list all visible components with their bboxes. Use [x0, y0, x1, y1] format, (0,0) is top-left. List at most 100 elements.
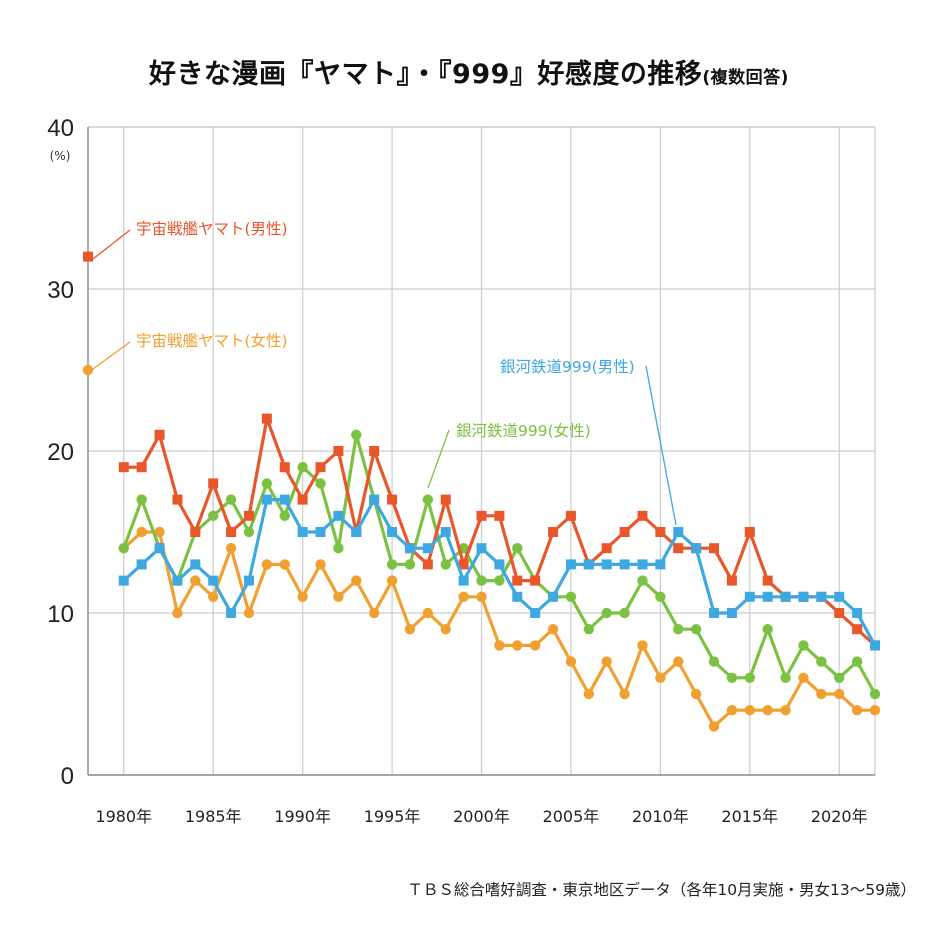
data-point	[297, 527, 308, 537]
data-point	[619, 688, 630, 700]
data-point	[816, 591, 827, 602]
data-point	[834, 608, 845, 618]
data-point	[619, 607, 630, 619]
data-point	[226, 608, 237, 618]
data-point	[655, 527, 666, 537]
data-point	[172, 607, 183, 619]
data-point	[386, 575, 398, 586]
data-point	[708, 721, 720, 732]
data-point	[494, 640, 505, 651]
data-point	[225, 543, 237, 554]
data-point	[297, 591, 308, 602]
data-point	[655, 591, 666, 602]
series-annotation-label: 宇宙戦艦ヤマト(女性)	[136, 331, 288, 350]
data-point	[351, 527, 362, 537]
data-point	[619, 559, 630, 570]
data-point	[816, 688, 827, 700]
data-point	[208, 575, 219, 586]
data-point	[440, 494, 451, 505]
data-point	[565, 510, 576, 521]
x-tick-label: 2020年	[811, 807, 868, 826]
data-point	[869, 705, 881, 716]
annotation-leader	[645, 365, 677, 526]
data-point	[851, 656, 863, 667]
data-point	[404, 624, 416, 635]
data-point	[565, 656, 577, 667]
data-point	[798, 591, 809, 602]
x-tick-label: 2000年	[453, 807, 510, 826]
data-point	[816, 656, 827, 667]
data-point	[726, 608, 737, 618]
data-point	[655, 672, 666, 683]
data-point	[691, 543, 702, 554]
data-point	[226, 527, 237, 537]
data-point	[154, 526, 165, 538]
annotation-leaders	[92, 229, 677, 526]
data-point	[852, 608, 863, 618]
data-point	[869, 688, 881, 700]
data-point	[583, 688, 595, 700]
data-point	[494, 559, 505, 570]
data-point	[709, 608, 720, 618]
data-point	[190, 559, 201, 570]
y-tick-label: 30	[47, 277, 74, 304]
data-point	[118, 575, 129, 586]
data-point	[243, 575, 254, 586]
data-point	[780, 591, 791, 602]
data-point	[762, 705, 773, 716]
x-tick-label: 2015年	[721, 807, 778, 826]
data-point	[673, 624, 684, 635]
data-point	[333, 591, 344, 602]
data-point	[673, 543, 684, 554]
data-point	[422, 607, 434, 619]
data-point	[780, 672, 791, 683]
data-point	[637, 559, 648, 570]
data-point	[386, 559, 398, 570]
data-point	[726, 705, 738, 716]
x-tick-label: 2010年	[632, 807, 689, 826]
data-point	[476, 591, 487, 602]
annotation-leader	[92, 229, 131, 260]
data-point	[870, 640, 880, 651]
data-point	[404, 543, 415, 554]
data-point	[279, 559, 290, 570]
data-point	[369, 446, 380, 456]
data-point	[655, 559, 666, 570]
y-unit-label: (%)	[50, 149, 71, 163]
data-point	[208, 510, 219, 521]
start-point	[83, 251, 93, 262]
data-point	[798, 672, 809, 683]
data-point	[619, 527, 630, 537]
series-annotation-label: 銀河鉄道999(男性)	[500, 358, 635, 376]
data-point	[154, 543, 165, 554]
data-point	[172, 494, 183, 505]
data-point	[834, 591, 845, 602]
data-point	[387, 494, 398, 505]
data-point	[279, 494, 290, 505]
x-tick-label: 1995年	[364, 807, 421, 826]
data-point	[154, 429, 165, 440]
x-tick-label: 1990年	[274, 807, 331, 826]
data-point	[279, 510, 290, 521]
data-point	[780, 705, 791, 716]
data-point	[440, 624, 451, 635]
data-point	[744, 705, 755, 716]
data-point	[440, 559, 451, 570]
data-point	[404, 559, 416, 570]
y-tick-label: 40	[47, 115, 74, 142]
data-point	[261, 559, 273, 570]
data-point	[422, 494, 434, 505]
series-lines	[82, 251, 881, 732]
data-point	[852, 624, 863, 635]
data-point	[744, 527, 755, 537]
data-point	[333, 446, 344, 456]
data-point	[315, 527, 326, 537]
data-point	[601, 607, 612, 619]
data-point	[709, 543, 720, 554]
data-point	[708, 656, 720, 667]
data-point	[243, 607, 255, 619]
data-point	[261, 478, 273, 489]
data-point	[315, 559, 326, 570]
data-point	[762, 575, 773, 586]
